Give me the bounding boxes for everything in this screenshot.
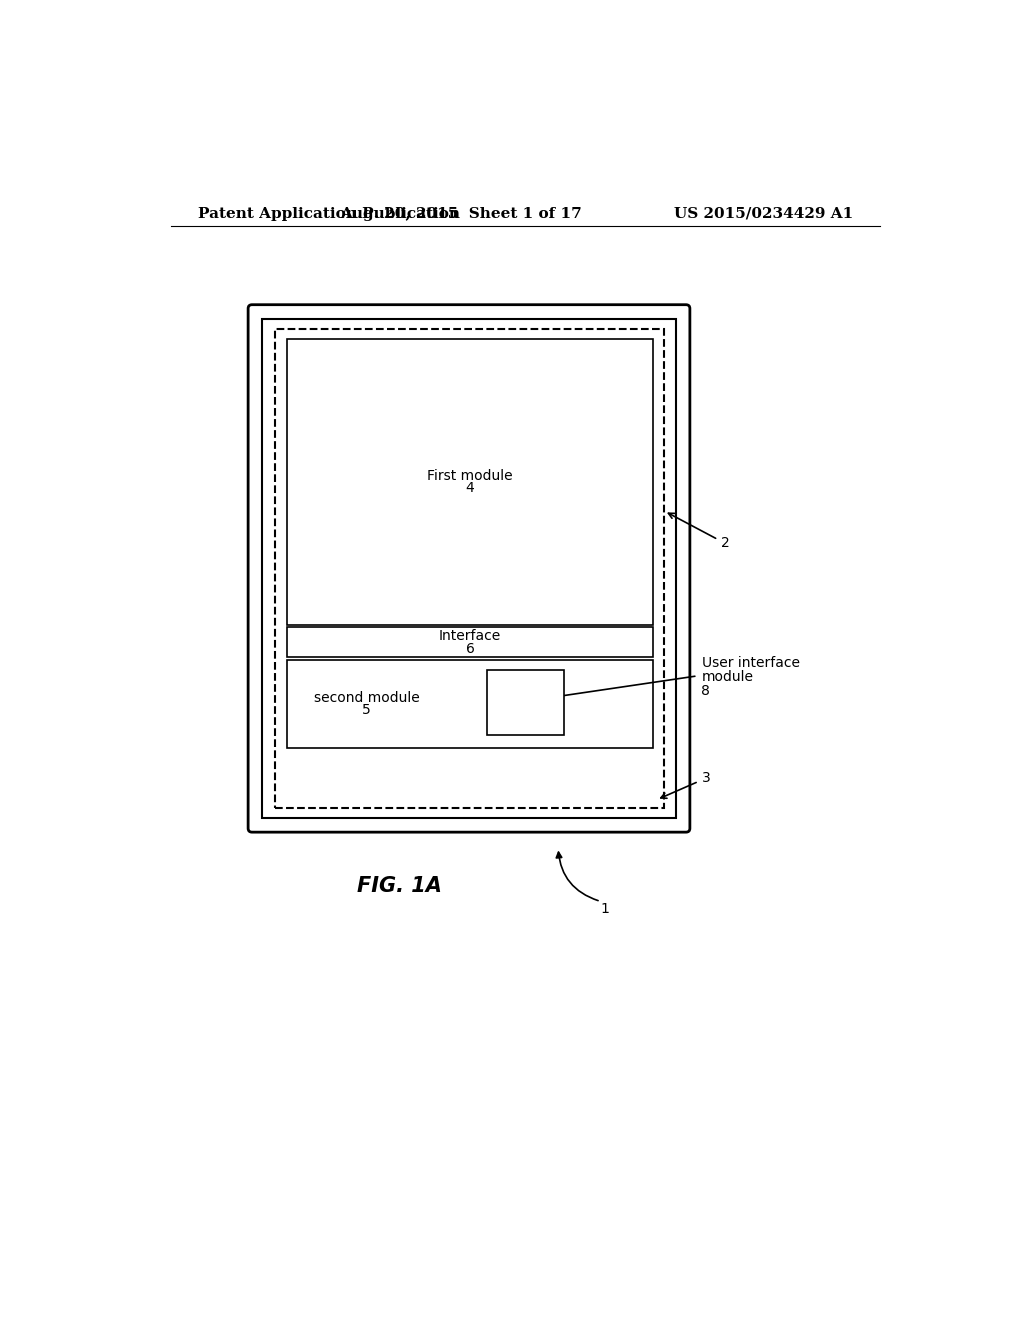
Text: User interface: User interface <box>701 656 800 669</box>
Text: US 2015/0234429 A1: US 2015/0234429 A1 <box>674 207 853 220</box>
Text: Patent Application Publication: Patent Application Publication <box>198 207 460 220</box>
Text: First module: First module <box>427 469 513 483</box>
Bar <box>486 669 563 735</box>
Text: Interface: Interface <box>439 630 502 643</box>
Text: 8: 8 <box>701 684 711 698</box>
Bar <box>275 330 665 808</box>
Text: 5: 5 <box>362 704 371 718</box>
Text: 6: 6 <box>466 642 474 656</box>
Text: second module: second module <box>313 692 420 705</box>
Bar <box>287 339 653 626</box>
Bar <box>262 318 676 818</box>
Text: FIG. 1A: FIG. 1A <box>356 876 441 896</box>
Text: 4: 4 <box>466 480 474 495</box>
Bar <box>287 627 653 657</box>
Text: 1: 1 <box>601 902 609 916</box>
Text: Aug. 20, 2015  Sheet 1 of 17: Aug. 20, 2015 Sheet 1 of 17 <box>340 207 582 220</box>
Text: 3: 3 <box>660 771 711 799</box>
Bar <box>287 660 653 748</box>
Text: 2: 2 <box>669 513 730 550</box>
FancyBboxPatch shape <box>248 305 690 832</box>
Text: module: module <box>701 669 754 684</box>
FancyArrowPatch shape <box>556 853 598 900</box>
